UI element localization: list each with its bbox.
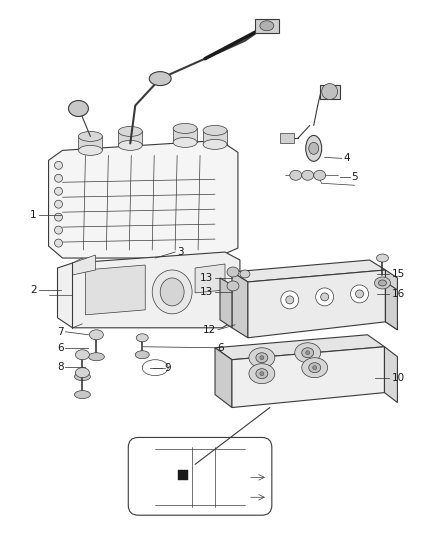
Text: 7: 7	[57, 327, 64, 337]
Ellipse shape	[136, 334, 148, 342]
Polygon shape	[248, 270, 385, 338]
Polygon shape	[72, 255, 95, 275]
Ellipse shape	[173, 138, 197, 148]
Polygon shape	[85, 265, 145, 315]
Ellipse shape	[260, 372, 264, 376]
Ellipse shape	[260, 356, 264, 360]
Ellipse shape	[281, 291, 299, 309]
Ellipse shape	[227, 267, 239, 277]
Ellipse shape	[54, 161, 63, 169]
Polygon shape	[173, 128, 197, 142]
Bar	[255, 19, 279, 33]
Ellipse shape	[321, 84, 338, 100]
Ellipse shape	[74, 391, 90, 399]
Text: 15: 15	[392, 269, 405, 279]
Ellipse shape	[377, 254, 389, 262]
Polygon shape	[215, 348, 232, 408]
Polygon shape	[220, 278, 232, 328]
Polygon shape	[195, 264, 225, 293]
Ellipse shape	[290, 171, 302, 180]
Text: 6: 6	[217, 343, 224, 353]
Ellipse shape	[227, 281, 239, 291]
Ellipse shape	[54, 226, 63, 234]
Ellipse shape	[306, 351, 310, 355]
Polygon shape	[215, 335, 385, 360]
Text: 16: 16	[392, 289, 405, 299]
Polygon shape	[57, 252, 240, 328]
Ellipse shape	[160, 278, 184, 306]
Ellipse shape	[295, 343, 321, 362]
Ellipse shape	[321, 293, 328, 301]
Ellipse shape	[374, 277, 390, 289]
Ellipse shape	[149, 71, 171, 86]
Bar	[280, 133, 294, 143]
Bar	[178, 470, 188, 480]
Text: 10: 10	[392, 373, 405, 383]
Ellipse shape	[350, 285, 368, 303]
Polygon shape	[385, 347, 397, 402]
Text: 1: 1	[30, 210, 37, 220]
Ellipse shape	[306, 135, 321, 161]
Text: 3: 3	[177, 247, 184, 257]
Ellipse shape	[68, 101, 88, 117]
Ellipse shape	[54, 187, 63, 195]
Ellipse shape	[249, 364, 275, 384]
Ellipse shape	[309, 362, 321, 373]
Text: 8: 8	[57, 362, 64, 372]
Text: 6: 6	[57, 343, 64, 353]
Ellipse shape	[316, 288, 334, 306]
Ellipse shape	[78, 132, 102, 141]
Ellipse shape	[74, 373, 90, 381]
Polygon shape	[118, 132, 142, 146]
Polygon shape	[232, 347, 385, 408]
Polygon shape	[385, 270, 397, 330]
Text: 2: 2	[30, 285, 37, 295]
Ellipse shape	[302, 171, 314, 180]
Ellipse shape	[314, 171, 326, 180]
Text: 13: 13	[200, 273, 213, 283]
Ellipse shape	[203, 125, 227, 135]
Polygon shape	[232, 272, 248, 338]
Bar	[320, 85, 339, 99]
Ellipse shape	[302, 348, 314, 358]
Polygon shape	[49, 140, 238, 258]
Ellipse shape	[78, 146, 102, 155]
Ellipse shape	[260, 21, 274, 31]
Ellipse shape	[203, 140, 227, 149]
Ellipse shape	[54, 200, 63, 208]
Polygon shape	[385, 282, 397, 330]
Ellipse shape	[256, 353, 268, 362]
Ellipse shape	[240, 270, 250, 278]
Ellipse shape	[256, 369, 268, 378]
Ellipse shape	[75, 350, 89, 360]
Ellipse shape	[152, 270, 192, 314]
Ellipse shape	[309, 142, 319, 155]
Ellipse shape	[378, 280, 386, 286]
Ellipse shape	[89, 330, 103, 340]
Ellipse shape	[118, 140, 142, 150]
Text: 9: 9	[164, 362, 171, 373]
Text: 4: 4	[343, 154, 350, 163]
Ellipse shape	[302, 358, 328, 378]
Ellipse shape	[286, 296, 294, 304]
Text: 5: 5	[352, 172, 358, 182]
Ellipse shape	[118, 126, 142, 136]
Text: 13: 13	[200, 287, 213, 297]
Ellipse shape	[54, 239, 63, 247]
Text: 12: 12	[203, 325, 216, 335]
Ellipse shape	[75, 368, 89, 378]
Ellipse shape	[54, 174, 63, 182]
Ellipse shape	[356, 290, 364, 298]
Ellipse shape	[54, 213, 63, 221]
Ellipse shape	[135, 351, 149, 359]
Polygon shape	[232, 260, 385, 282]
Ellipse shape	[173, 124, 197, 133]
Ellipse shape	[249, 348, 275, 368]
Polygon shape	[78, 136, 102, 150]
Ellipse shape	[313, 366, 317, 370]
Polygon shape	[203, 131, 227, 144]
Ellipse shape	[88, 353, 104, 361]
